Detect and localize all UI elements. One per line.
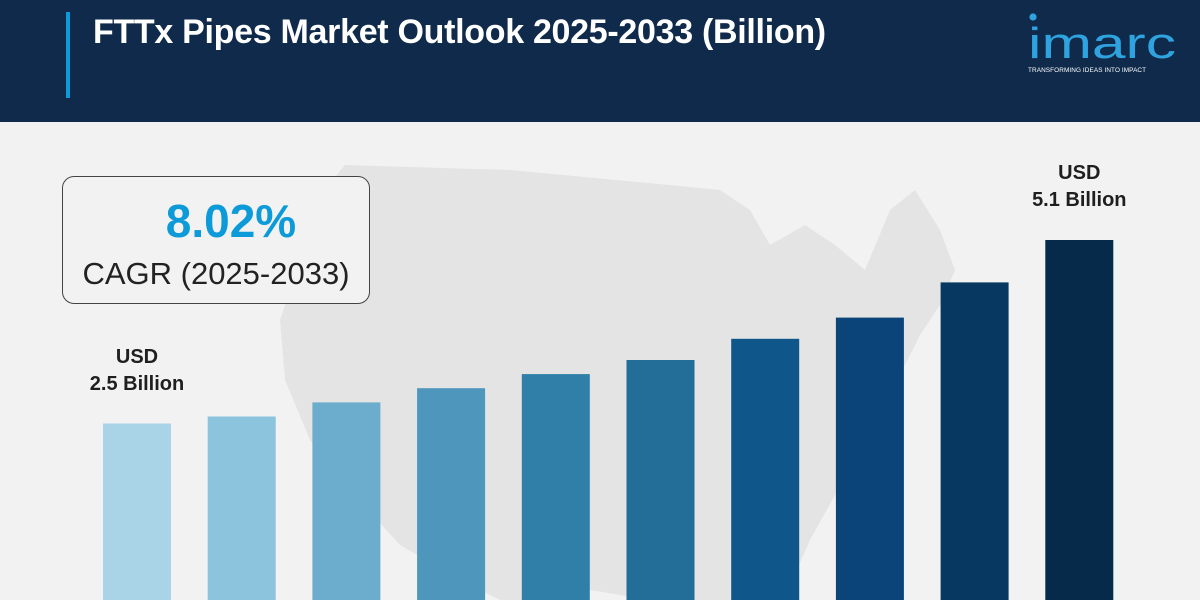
cagr-label: CAGR (2025-2033) bbox=[82, 256, 350, 291]
value-label-currency: USD bbox=[115, 345, 159, 368]
value-label-2025: USD 2.5 Billion bbox=[57, 344, 217, 398]
bar-2032 bbox=[835, 317, 904, 600]
bar-2029 bbox=[521, 374, 590, 600]
value-label-amount: 2.5 Billion bbox=[89, 372, 185, 395]
logo-wordmark: imarc bbox=[1028, 13, 1176, 62]
bar-2030 bbox=[626, 360, 695, 600]
logo-tagline: TRANSFORMING IDEAS INTO IMPACT bbox=[1028, 67, 1147, 74]
logo-dot bbox=[1029, 13, 1037, 21]
imarc-logo: imarc TRANSFORMING IDEAS INTO IMPACT bbox=[1028, 12, 1180, 82]
value-label-currency: USD bbox=[1058, 162, 1101, 184]
bar-2025 bbox=[103, 423, 171, 600]
bar-2027 bbox=[312, 402, 381, 600]
bar-2028 bbox=[417, 388, 486, 600]
bar-2033 bbox=[940, 282, 1009, 600]
chart-title: FTTx Pipes Market Outlook 2025-2033 (Bil… bbox=[93, 13, 826, 51]
bar-2034 bbox=[1045, 240, 1114, 600]
title-accent-bar bbox=[66, 12, 70, 98]
cagr-callout: 8.02% CAGR (2025-2033) bbox=[62, 176, 370, 304]
value-label-2034: USD 5.1 Billion bbox=[999, 160, 1159, 214]
header-banner: FTTx Pipes Market Outlook 2025-2033 (Bil… bbox=[0, 0, 1200, 122]
bar-2026 bbox=[207, 416, 276, 600]
cagr-value: 8.02% bbox=[165, 195, 297, 247]
bar-2031 bbox=[731, 338, 800, 600]
value-label-amount: 5.1 Billion bbox=[1032, 189, 1127, 211]
logo-wordmark-text: imarc bbox=[1028, 19, 1176, 62]
